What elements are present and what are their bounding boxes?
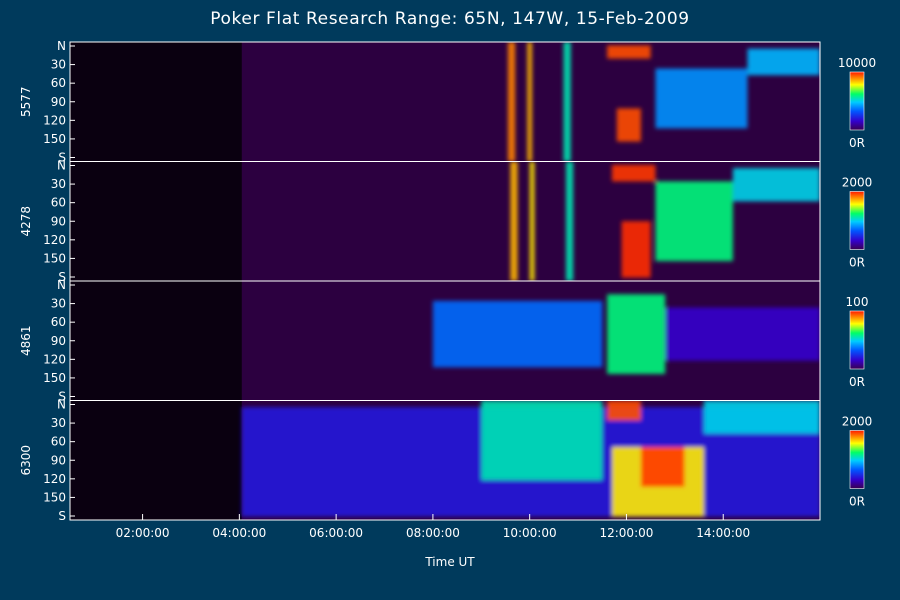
emission-region	[616, 108, 641, 142]
y-tick-label: 30	[51, 416, 66, 430]
y-tick-label: 150	[43, 251, 66, 265]
emission-region	[621, 221, 651, 278]
y-tick-label: 120	[43, 113, 66, 127]
x-tick-label: 10:00:00	[503, 526, 557, 540]
y-tick-label: 150	[43, 132, 66, 146]
y-tick-label: S	[58, 390, 66, 404]
panel-wavelength-label: 6300	[19, 445, 33, 476]
panel-wavelength-label: 4861	[19, 325, 33, 356]
colorbar-max-label: 10000	[838, 56, 876, 70]
emission-region	[607, 45, 651, 59]
y-tick-label: 30	[51, 297, 66, 311]
y-tick-label: N	[57, 159, 66, 173]
y-tick-label: 90	[51, 95, 66, 109]
x-axis-label: Time UT	[425, 555, 475, 569]
colorbar	[849, 310, 865, 370]
y-tick-label: N	[57, 398, 66, 412]
y-tick-label: 60	[51, 435, 66, 449]
emission-region	[481, 400, 603, 481]
emission-region	[640, 446, 685, 487]
emission-region	[607, 294, 666, 374]
colorbar-min-label: 0R	[849, 136, 865, 150]
colorbar-max-label: 100	[846, 295, 869, 309]
y-tick-label: 60	[51, 196, 66, 210]
y-tick-label: S	[58, 509, 66, 523]
y-tick-label: 60	[51, 315, 66, 329]
x-tick-label: 12:00:00	[599, 526, 653, 540]
emission-region	[527, 42, 533, 162]
y-tick-label: 150	[43, 371, 66, 385]
x-tick-label: 02:00:00	[116, 526, 170, 540]
y-tick-label: 120	[43, 233, 66, 247]
y-tick-label: 150	[43, 490, 66, 504]
panel-wavelength-label: 5577	[19, 86, 33, 117]
emission-region	[611, 164, 656, 182]
panel-5577: N 30 60 90 120 150 S 5577 10000 0R	[19, 39, 876, 165]
panel-4861: N 30 60 90 120 150 S 4861 100 0R	[19, 278, 868, 404]
colorbar	[849, 191, 865, 250]
y-tick-label: S	[58, 151, 66, 165]
emission-region	[565, 161, 574, 281]
y-tick-label: 30	[51, 58, 66, 72]
colorbar-min-label: 0R	[849, 375, 865, 389]
x-tick-label: 06:00:00	[309, 526, 363, 540]
x-tick-label: 04:00:00	[212, 526, 266, 540]
emission-region	[510, 161, 518, 281]
y-tick-label: 90	[51, 214, 66, 228]
y-tick-label: 30	[51, 177, 66, 191]
emission-region	[665, 307, 820, 361]
colorbar	[849, 430, 865, 489]
y-tick-label: 90	[51, 453, 66, 467]
colorbar-max-label: 2000	[842, 176, 873, 190]
emission-region	[703, 400, 820, 434]
emission-region	[655, 181, 733, 262]
x-axis: 02:00:00 04:00:00 06:00:00 08:00:00 10:00:00…	[116, 514, 750, 540]
panel-4278: N 30 60 90 120 150 S 4278 2000 0R	[19, 159, 872, 285]
panel-6300: N 30 60 90 120 150 S 6300 2000 0R	[19, 398, 872, 524]
emission-features	[510, 161, 820, 281]
colorbar	[849, 71, 865, 131]
y-tick-label: 90	[51, 334, 66, 348]
x-tick-label: 14:00:00	[696, 526, 750, 540]
emission-region	[529, 161, 535, 281]
figure-title: Poker Flat Research Range: 65N, 147W, 15…	[210, 9, 690, 29]
emission-region	[507, 42, 516, 162]
y-tick-label: 60	[51, 76, 66, 90]
y-tick-label: N	[57, 39, 66, 53]
emission-region	[563, 42, 571, 162]
panels-layer: N 30 60 90 120 150 S 5577 10000 0R N 30 60 90 120 150 S 4…	[19, 39, 876, 523]
colorbar-min-label: 0R	[849, 495, 865, 509]
y-tick-label: S	[58, 270, 66, 284]
emission-region	[655, 68, 748, 129]
emission-region	[732, 168, 820, 202]
emission-features	[507, 42, 820, 162]
x-tick-label: 08:00:00	[406, 526, 460, 540]
emission-features	[241, 400, 820, 517]
emission-region	[432, 300, 603, 368]
colorbar-max-label: 2000	[842, 415, 873, 429]
y-tick-label: N	[57, 278, 66, 292]
y-tick-label: 120	[43, 352, 66, 366]
emission-region	[607, 400, 641, 421]
panel-wavelength-label: 4278	[19, 206, 33, 237]
emission-region	[747, 48, 820, 76]
y-tick-label: 120	[43, 472, 66, 486]
emission-features	[432, 294, 820, 374]
colorbar-min-label: 0R	[849, 256, 865, 270]
